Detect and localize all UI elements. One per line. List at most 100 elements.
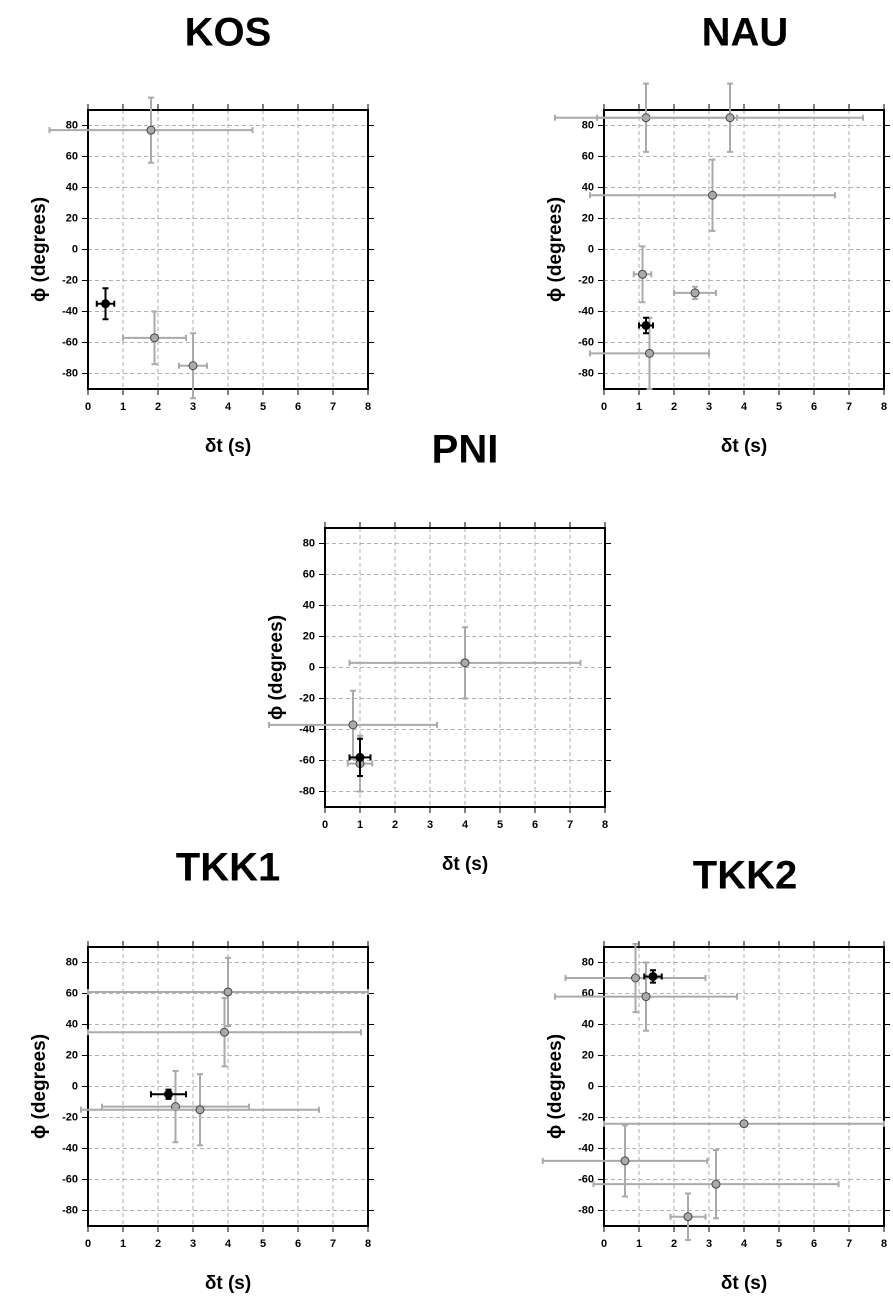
x-tick-label: 0 <box>601 1238 607 1250</box>
y-tick-label: -60 <box>62 336 78 348</box>
y-tick-label: 40 <box>66 181 78 193</box>
y-axis-label: ϕ (degrees) <box>266 615 287 720</box>
x-tick-label: 0 <box>601 401 607 413</box>
point <box>638 269 647 279</box>
point <box>348 720 358 730</box>
y-tick-label: -40 <box>62 1142 78 1154</box>
y-tick-label: 60 <box>303 568 315 580</box>
point <box>355 752 365 762</box>
x-tick-label: 0 <box>322 819 328 831</box>
y-axis-label: ϕ (degrees) <box>545 1034 566 1139</box>
x-tick-label: 3 <box>190 1238 196 1250</box>
y-tick-label: 20 <box>582 1049 594 1061</box>
y-tick-label: -40 <box>62 305 78 317</box>
x-tick-label: 1 <box>120 1238 126 1250</box>
x-tick-label: 3 <box>190 401 196 413</box>
y-tick-label: -40 <box>299 723 315 735</box>
point <box>645 348 654 358</box>
x-tick-label: 1 <box>120 401 126 413</box>
x-tick-label: 2 <box>671 1238 677 1250</box>
y-tick-label: 20 <box>582 212 594 224</box>
x-tick-label: 7 <box>330 401 336 413</box>
x-tick-label: 3 <box>706 1238 712 1250</box>
panel-title: KOS <box>185 11 272 55</box>
x-tick-label: 7 <box>846 1238 852 1250</box>
x-tick-label: 4 <box>225 1238 232 1250</box>
panel: TKK1 δt (s) ϕ (degrees) 0 1 2 3 4 5 6 7 8 -80 -60 -40 -… <box>29 846 374 1294</box>
point <box>631 973 640 983</box>
panel-title: PNI <box>432 428 499 472</box>
y-tick-label: -20 <box>578 274 594 286</box>
y-tick-label: 60 <box>582 150 594 162</box>
x-tick-label: 8 <box>881 401 887 413</box>
point <box>641 992 651 1002</box>
y-tick-label: 40 <box>303 599 315 611</box>
y-tick-label: 0 <box>588 1080 594 1092</box>
panel-title: TKK2 <box>693 854 797 898</box>
panel: NAU δt (s) ϕ (degrees) 0 1 2 3 4 5 6 7 8 -80 -60 -40 -2… <box>545 11 890 457</box>
x-axis-label: δt (s) <box>721 436 767 457</box>
x-tick-label: 5 <box>260 401 266 413</box>
x-tick-label: 7 <box>567 819 573 831</box>
x-axis-label: δt (s) <box>442 854 488 875</box>
plot-frame <box>603 109 885 390</box>
point <box>223 987 233 997</box>
y-tick-label: 80 <box>303 537 315 549</box>
x-tick-label: 7 <box>846 401 852 413</box>
x-tick-label: 2 <box>392 819 398 831</box>
point <box>101 299 110 309</box>
x-tick-label: 6 <box>295 1238 301 1250</box>
y-tick-label: 40 <box>66 1018 78 1030</box>
y-tick-label: 80 <box>582 119 594 131</box>
y-tick-label: 80 <box>66 956 78 968</box>
point <box>711 1179 721 1189</box>
y-tick-label: -40 <box>578 305 594 317</box>
x-tick-label: 2 <box>155 401 161 413</box>
x-tick-label: 3 <box>427 819 433 831</box>
point <box>648 971 658 981</box>
y-tick-label: 60 <box>582 987 594 999</box>
x-tick-label: 2 <box>155 1238 161 1250</box>
x-tick-label: 7 <box>330 1238 336 1250</box>
x-tick-label: 5 <box>497 819 503 831</box>
x-tick-label: 8 <box>365 1238 371 1250</box>
point <box>620 1156 630 1166</box>
y-tick-label: 0 <box>72 243 78 255</box>
point <box>683 1212 693 1222</box>
y-tick-label: 0 <box>72 1080 78 1092</box>
panel: KOS δt (s) ϕ (degrees) 0 1 2 3 4 5 6 7 8 -80 -60 -40 -2… <box>29 11 374 457</box>
x-tick-label: 4 <box>741 401 748 413</box>
x-axis-label: δt (s) <box>205 1273 251 1294</box>
plot-frame <box>87 109 369 390</box>
y-tick-label: 80 <box>66 119 78 131</box>
x-tick-label: 4 <box>462 819 469 831</box>
x-tick-label: 8 <box>365 401 371 413</box>
point <box>641 320 651 330</box>
y-tick-label: -80 <box>578 367 594 379</box>
point <box>188 361 198 371</box>
y-axis-label: ϕ (degrees) <box>545 197 566 302</box>
y-tick-label: 20 <box>66 212 78 224</box>
point <box>150 333 159 343</box>
panel-title: NAU <box>702 11 789 55</box>
panel-title: TKK1 <box>176 846 280 890</box>
x-axis-label: δt (s) <box>721 1273 767 1294</box>
x-tick-label: 6 <box>811 401 817 413</box>
plot-frame <box>87 946 369 1227</box>
y-axis-label: ϕ (degrees) <box>29 1034 50 1139</box>
x-tick-label: 6 <box>295 401 301 413</box>
x-tick-label: 6 <box>532 819 538 831</box>
point <box>739 1119 749 1129</box>
x-tick-label: 0 <box>85 1238 91 1250</box>
y-tick-label: 40 <box>582 1018 594 1030</box>
y-tick-label: -40 <box>578 1142 594 1154</box>
x-tick-label: 0 <box>85 401 91 413</box>
x-tick-label: 5 <box>776 401 782 413</box>
y-tick-label: 20 <box>66 1049 78 1061</box>
x-tick-label: 8 <box>881 1238 887 1250</box>
x-tick-label: 5 <box>260 1238 266 1250</box>
plot-frame <box>324 527 606 808</box>
x-axis-label: δt (s) <box>205 436 251 457</box>
panel: TKK2 δt (s) ϕ (degrees) 0 1 2 3 4 5 6 7 8 -80 -60 -40 -… <box>541 854 890 1294</box>
